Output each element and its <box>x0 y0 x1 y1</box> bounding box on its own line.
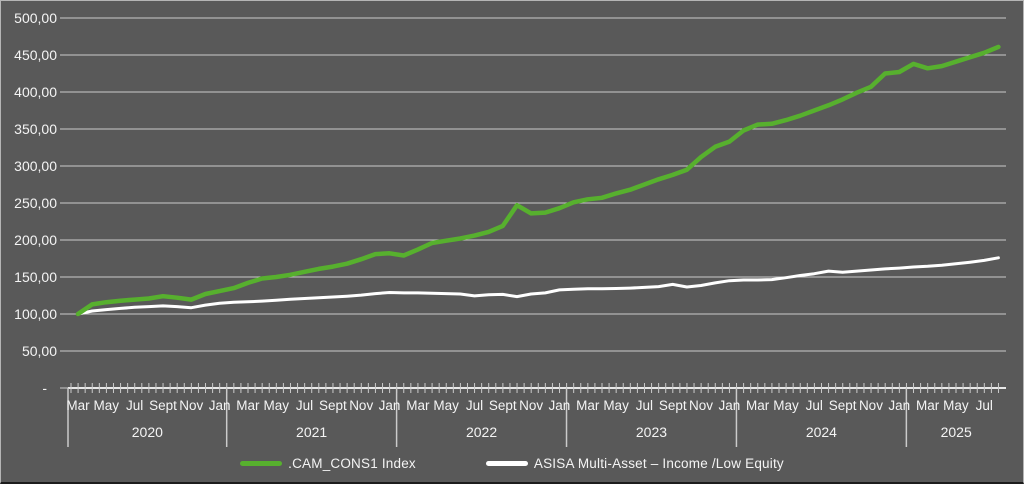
legend-label-asisa: ASISA Multi-Asset – Income /Low Equity <box>533 455 784 471</box>
y-tick-label: 300,00 <box>14 158 57 174</box>
legend-item-asisa: ASISA Multi-Asset – Income /Low Equity <box>485 455 784 471</box>
year-label: 2025 <box>941 424 972 440</box>
y-tick-label: 150,00 <box>14 269 57 285</box>
month-label: Mar <box>236 398 260 413</box>
cam-cons1-swatch-icon <box>240 460 283 466</box>
month-label: Nov <box>519 398 543 413</box>
month-label: Jul <box>466 398 483 413</box>
month-label: Nov <box>689 398 713 413</box>
y-tick-label: 450,00 <box>14 47 57 63</box>
month-label: Mar <box>66 398 90 413</box>
x-axis <box>67 383 1006 447</box>
legend-item-cam-cons1: .CAM_CONS1 Index <box>240 456 416 471</box>
month-label: Jan <box>549 398 571 413</box>
month-label: Jul <box>126 398 143 413</box>
year-label: 2022 <box>466 424 497 440</box>
month-label: May <box>773 398 799 413</box>
month-label: Nov <box>349 398 373 413</box>
year-label: 2021 <box>296 424 327 440</box>
y-tick-label: 350,00 <box>14 121 57 137</box>
month-label: Sept <box>149 398 177 413</box>
y-tick-label: 250,00 <box>14 195 57 211</box>
month-label: Nov <box>859 398 883 413</box>
y-tick-label: 400,00 <box>14 84 57 100</box>
x-year-labels: 2020 2021 2022 2023 2024 2025 <box>132 424 972 440</box>
month-label: Nov <box>179 398 203 413</box>
year-label: 2023 <box>636 424 667 440</box>
month-label: Sept <box>319 398 347 413</box>
month-label: Jul <box>296 398 313 413</box>
month-label: Jan <box>888 398 910 413</box>
month-label: Sept <box>659 398 687 413</box>
y-zero-label: - <box>42 380 47 396</box>
month-label: May <box>433 398 459 413</box>
series-line-cam-cons1 <box>75 44 1001 317</box>
y-tick-label: 50,00 <box>22 343 57 359</box>
month-label: Mar <box>916 398 940 413</box>
legend: .CAM_CONS1 Index ASISA Multi-Asset – Inc… <box>1 451 1023 475</box>
month-label: Mar <box>406 398 430 413</box>
month-label: Jan <box>718 398 740 413</box>
month-label: May <box>943 398 969 413</box>
month-label: May <box>603 398 629 413</box>
month-label: May <box>94 398 120 413</box>
month-label: Jul <box>636 398 653 413</box>
year-label: 2024 <box>806 424 837 440</box>
month-label: May <box>263 398 289 413</box>
month-label: Mar <box>746 398 770 413</box>
y-axis-labels: 500,00 450,00 400,00 350,00 300,00 250,00 200,… <box>14 10 57 396</box>
month-label: Jul <box>806 398 823 413</box>
month-label: Sept <box>489 398 517 413</box>
series-line-asisa <box>76 256 1000 316</box>
y-tick-label: 200,00 <box>14 232 57 248</box>
month-label: Jan <box>379 398 401 413</box>
year-label: 2020 <box>132 424 163 440</box>
month-label: Jan <box>209 398 231 413</box>
legend-label-cam-cons1: .CAM_CONS1 Index <box>288 455 416 471</box>
x-month-labels: Mar May Jul Sept Nov Jan Mar May Jul Sept Nov Jan Ma… <box>66 398 992 413</box>
asisa-swatch-icon <box>485 460 528 466</box>
month-label: Jul <box>976 398 993 413</box>
y-gridlines <box>60 17 1006 389</box>
y-tick-label: 100,00 <box>14 306 57 322</box>
month-label: Mar <box>576 398 600 413</box>
y-tick-label: 500,00 <box>14 10 57 26</box>
month-label: Sept <box>829 398 857 413</box>
